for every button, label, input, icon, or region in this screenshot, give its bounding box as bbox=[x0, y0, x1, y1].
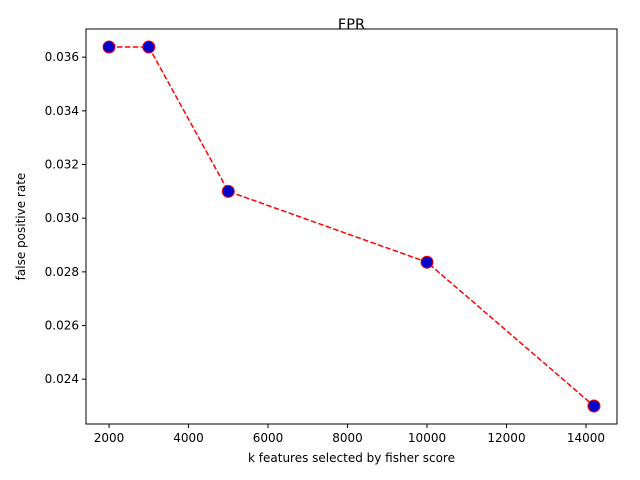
data-point bbox=[221, 184, 235, 198]
y-axis: 0.024 0.026 0.028 0.030 0.032 0.034 0.036 bbox=[45, 50, 86, 386]
x-axis: 2000 4000 6000 8000 10000 12000 14000 bbox=[94, 424, 605, 445]
y-tick-label: 0.032 bbox=[45, 158, 79, 172]
data-point bbox=[587, 399, 601, 413]
y-tick-label: 0.036 bbox=[45, 50, 79, 64]
x-tick-label: 12000 bbox=[487, 431, 525, 445]
x-tick-label: 14000 bbox=[567, 431, 605, 445]
y-tick-label: 0.026 bbox=[45, 319, 79, 333]
data-point bbox=[142, 40, 156, 54]
y-tick-label: 0.024 bbox=[45, 372, 79, 386]
x-tick-label: 10000 bbox=[408, 431, 446, 445]
x-tick-label: 6000 bbox=[253, 431, 284, 445]
chart-title: FPR bbox=[338, 17, 365, 33]
plot-area bbox=[102, 40, 601, 413]
y-tick-label: 0.028 bbox=[45, 265, 79, 279]
axes-frame bbox=[85, 28, 618, 425]
series-line bbox=[109, 46, 595, 407]
x-tick-label: 4000 bbox=[173, 431, 204, 445]
data-point bbox=[102, 40, 116, 54]
y-axis-label: false positive rate bbox=[14, 173, 28, 281]
data-point bbox=[420, 255, 434, 269]
y-tick-label: 0.030 bbox=[45, 211, 79, 225]
x-tick-label: 2000 bbox=[94, 431, 125, 445]
y-tick-label: 0.034 bbox=[45, 104, 79, 118]
x-tick-label: 8000 bbox=[332, 431, 363, 445]
x-axis-label: k features selected by fisher score bbox=[248, 451, 455, 465]
